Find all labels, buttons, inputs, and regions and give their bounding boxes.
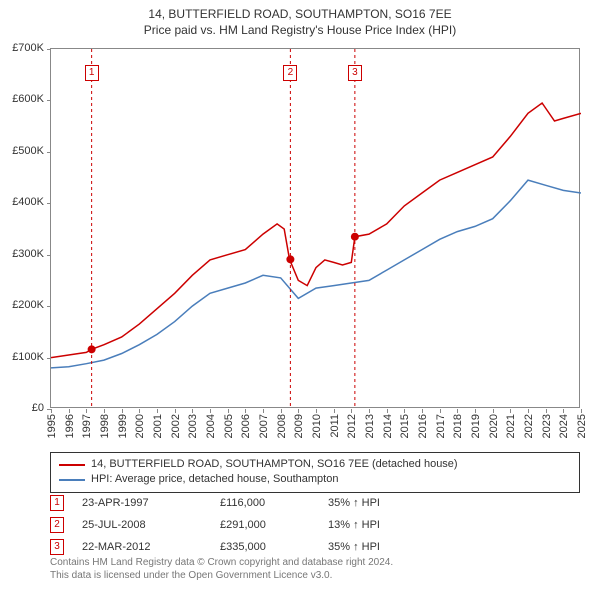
- footer-line1: Contains HM Land Registry data © Crown c…: [50, 556, 580, 569]
- marker-label-3: 3: [348, 65, 362, 81]
- event-row: 2 25-JUL-2008 £291,000 13% ↑ HPI: [50, 514, 580, 536]
- x-tick-label: 2017: [435, 414, 447, 438]
- footer: Contains HM Land Registry data © Crown c…: [50, 556, 580, 582]
- y-tick-label: £300K: [12, 248, 44, 260]
- legend-label: HPI: Average price, detached house, Sout…: [91, 472, 338, 487]
- x-tick-label: 2008: [276, 414, 288, 438]
- marker-dot-1: [88, 345, 96, 353]
- title-line1: 14, BUTTERFIELD ROAD, SOUTHAMPTON, SO16 …: [0, 6, 600, 22]
- x-tick-label: 2015: [399, 414, 411, 438]
- x-tick-label: 2022: [523, 414, 535, 438]
- marker-label-1: 1: [85, 65, 99, 81]
- x-tick-label: 2018: [452, 414, 464, 438]
- x-tick-label: 2020: [488, 414, 500, 438]
- event-price: £335,000: [220, 541, 310, 553]
- event-date: 22-MAR-2012: [82, 541, 202, 553]
- event-row: 1 23-APR-1997 £116,000 35% ↑ HPI: [50, 492, 580, 514]
- x-tick-label: 2002: [170, 414, 182, 438]
- x-tick-label: 1999: [117, 414, 129, 438]
- event-row: 3 22-MAR-2012 £335,000 35% ↑ HPI: [50, 536, 580, 558]
- y-axis-labels: £0£100K£200K£300K£400K£500K£600K£700K: [0, 48, 48, 408]
- event-delta: 35% ↑ HPI: [328, 497, 438, 509]
- y-tick-label: £700K: [12, 42, 44, 54]
- event-marker-number: 3: [50, 539, 64, 555]
- y-tick-label: £400K: [12, 196, 44, 208]
- chart-plot-area: 1 2 3: [50, 48, 580, 408]
- x-tick-label: 2013: [364, 414, 376, 438]
- x-tick-label: 2011: [329, 414, 341, 438]
- series-property: [51, 103, 581, 358]
- x-tick-label: 2010: [311, 414, 323, 438]
- event-delta: 13% ↑ HPI: [328, 519, 438, 531]
- legend-label: 14, BUTTERFIELD ROAD, SOUTHAMPTON, SO16 …: [91, 457, 458, 472]
- legend-swatch: [59, 479, 85, 481]
- marker-dot-3: [351, 233, 359, 241]
- y-tick-label: £500K: [12, 145, 44, 157]
- event-price: £116,000: [220, 497, 310, 509]
- events-table: 1 23-APR-1997 £116,000 35% ↑ HPI 2 25-JUL-200…: [50, 492, 580, 558]
- chart-container: 14, BUTTERFIELD ROAD, SOUTHAMPTON, SO16 …: [0, 0, 600, 590]
- y-tick-label: £600K: [12, 93, 44, 105]
- x-tick-label: 2021: [505, 414, 517, 438]
- event-date: 23-APR-1997: [82, 497, 202, 509]
- event-marker-number: 1: [50, 495, 64, 511]
- x-tick-label: 2024: [558, 414, 570, 438]
- x-tick-label: 2016: [417, 414, 429, 438]
- x-tick-label: 1998: [99, 414, 111, 438]
- x-tick-label: 2025: [576, 414, 588, 438]
- event-delta: 35% ↑ HPI: [328, 541, 438, 553]
- x-tick-label: 2003: [187, 414, 199, 438]
- x-tick-label: 2014: [382, 414, 394, 438]
- x-tick-label: 2004: [205, 414, 217, 438]
- x-tick-label: 2000: [134, 414, 146, 438]
- marker-dot-2: [286, 255, 294, 263]
- event-price: £291,000: [220, 519, 310, 531]
- x-tick-label: 2023: [541, 414, 553, 438]
- x-axis-labels: 1995199619971998199920002001200220032004…: [50, 410, 580, 452]
- x-tick-label: 2006: [240, 414, 252, 438]
- x-tick-label: 2007: [258, 414, 270, 438]
- x-tick-label: 1997: [81, 414, 93, 438]
- x-tick-label: 2019: [470, 414, 482, 438]
- x-tick-label: 2001: [152, 414, 164, 438]
- legend-row: 14, BUTTERFIELD ROAD, SOUTHAMPTON, SO16 …: [59, 457, 571, 472]
- x-tick-label: 1995: [46, 414, 58, 438]
- legend-box: 14, BUTTERFIELD ROAD, SOUTHAMPTON, SO16 …: [50, 452, 580, 493]
- x-tick-label: 2009: [293, 414, 305, 438]
- footer-line2: This data is licensed under the Open Gov…: [50, 569, 580, 582]
- legend-row: HPI: Average price, detached house, Sout…: [59, 472, 571, 487]
- x-tick-label: 2012: [346, 414, 358, 438]
- y-tick-label: £200K: [12, 299, 44, 311]
- x-tick-label: 2005: [223, 414, 235, 438]
- x-tick-label: 1996: [64, 414, 76, 438]
- marker-label-2: 2: [283, 65, 297, 81]
- title-line2: Price paid vs. HM Land Registry's House …: [0, 22, 600, 38]
- y-tick-label: £0: [32, 402, 44, 414]
- legend-swatch: [59, 464, 85, 466]
- event-marker-number: 2: [50, 517, 64, 533]
- event-date: 25-JUL-2008: [82, 519, 202, 531]
- y-tick-label: £100K: [12, 351, 44, 363]
- title-block: 14, BUTTERFIELD ROAD, SOUTHAMPTON, SO16 …: [0, 0, 600, 38]
- chart-svg: [51, 49, 581, 409]
- series-hpi: [51, 180, 581, 368]
